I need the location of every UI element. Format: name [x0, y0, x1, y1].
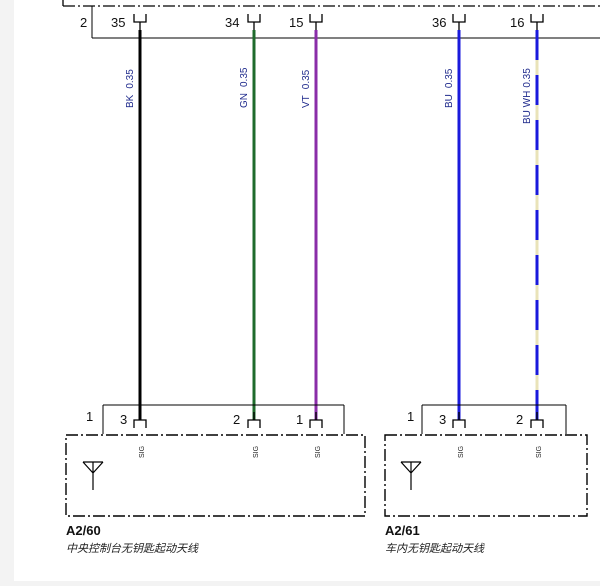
terminal-symbol	[133, 412, 147, 428]
antenna-icon	[400, 461, 422, 490]
connector-a2-61: 1 3 2	[407, 404, 567, 434]
terminal-symbol	[309, 412, 323, 428]
terminal-symbol	[530, 412, 544, 428]
terminal-symbol	[452, 412, 466, 428]
terminal-symbol	[309, 14, 323, 30]
wire-label-gn: GN0.35	[239, 67, 250, 108]
top-pin-15: 15	[289, 15, 303, 30]
top-pin-35: 35	[111, 15, 125, 30]
connector-left-pin: 1	[86, 409, 93, 424]
top-pin-16: 16	[510, 15, 524, 30]
pin-1: 1	[296, 412, 303, 427]
top-connector: 2 35 34 15 36 16	[62, 0, 600, 39]
component-desc-a2-60: 中央控制台无钥匙起动天线	[66, 542, 199, 555]
wire-label-bu-wh: BU WH0.35	[522, 68, 533, 124]
pin-2: 2	[516, 412, 523, 427]
component-desc-a2-61: 车内无钥匙起动天线	[385, 542, 485, 555]
connector-left-pin: 1	[407, 409, 414, 424]
component-box-a2-60	[65, 434, 366, 517]
pin-3: 3	[439, 412, 446, 427]
top-pin-34: 34	[225, 15, 239, 30]
top-connector-left-pin: 2	[80, 15, 87, 30]
component-id-a2-60: A2/60	[66, 523, 101, 538]
sig-label: SIG	[139, 446, 146, 458]
sig-label: SIG	[536, 446, 543, 458]
component-box-a2-61	[384, 434, 588, 517]
wires	[138, 30, 539, 420]
top-terminals	[133, 14, 544, 30]
terminal-symbol	[247, 14, 261, 30]
terminal-symbol	[530, 14, 544, 30]
wire-label-bk: BK0.35	[125, 69, 136, 108]
sheet	[14, 0, 600, 581]
antenna-icon	[82, 461, 104, 490]
sig-label: SIG	[315, 446, 322, 458]
terminal-symbol	[452, 14, 466, 30]
wire-label-vt: VT0.35	[301, 69, 312, 108]
terminal-symbol	[133, 14, 147, 30]
sig-labels: SIG SIG SIG SIG SIG	[139, 446, 543, 458]
sig-label: SIG	[458, 446, 465, 458]
pin-2: 2	[233, 412, 240, 427]
pin-3: 3	[120, 412, 127, 427]
component-id-a2-61: A2/61	[385, 523, 420, 538]
sig-label: SIG	[253, 446, 260, 458]
wire-labels: BK0.35 GN0.35 VT0.35 BU0.35 BU WH0.35	[125, 67, 533, 124]
wire-label-bu: BU0.35	[444, 68, 455, 108]
terminal-symbol	[247, 412, 261, 428]
connector-a2-60: 1 3 2 1	[86, 404, 345, 434]
top-pin-36: 36	[432, 15, 446, 30]
